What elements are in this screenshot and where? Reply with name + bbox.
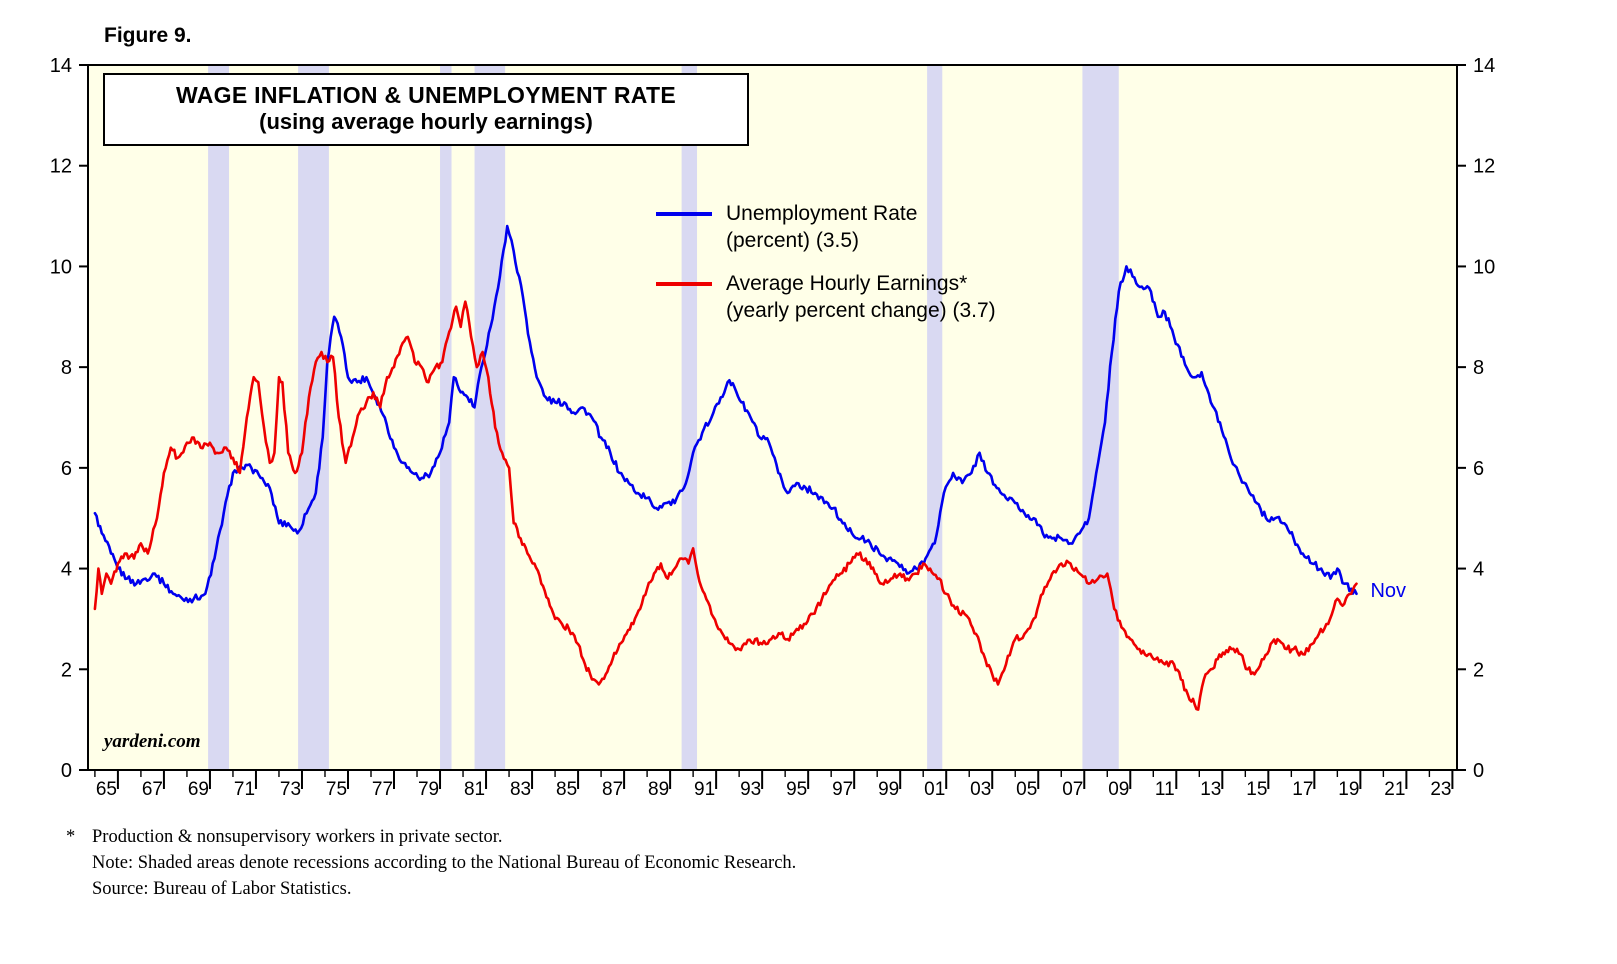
chart-title-box: WAGE INFLATION & UNEMPLOYMENT RATE (usin…	[103, 73, 749, 146]
legend-label-line1: Unemployment Rate	[726, 202, 918, 225]
series-line-0	[93, 224, 1358, 604]
x-tick-label: 69	[188, 779, 209, 800]
legend-line-earnings	[656, 282, 712, 286]
y-tick-label-left: 14	[50, 55, 72, 77]
recession-band	[474, 65, 506, 770]
x-tick-label: 93	[740, 779, 761, 800]
x-tick-label: 65	[96, 779, 117, 800]
x-tick-label: 75	[326, 779, 347, 800]
legend-label-unemployment: Unemployment Rate (percent) (3.5)	[726, 200, 917, 254]
legend-entry-earnings: Average Hourly Earnings* (yearly percent…	[656, 270, 996, 324]
legend-label-earnings: Average Hourly Earnings* (yearly percent…	[726, 270, 996, 324]
yardeni-watermark: yardeni.com	[104, 731, 201, 752]
plot-area	[88, 65, 1457, 770]
recession-band	[440, 65, 452, 770]
latest-month-annotation: Nov	[1370, 579, 1407, 602]
x-tick-label: 67	[142, 779, 163, 800]
x-tick-label: 73	[280, 779, 301, 800]
y-tick-label-left: 0	[61, 760, 72, 782]
x-tick-label: 19	[1338, 779, 1359, 800]
y-tick-label-right: 12	[1473, 156, 1495, 178]
y-tick-label-right: 4	[1473, 559, 1484, 581]
legend-line-unemployment	[656, 212, 712, 216]
y-tick-label-right: 0	[1473, 760, 1484, 782]
y-tick-label-left: 6	[61, 458, 72, 480]
y-tick-label-left: 4	[61, 559, 72, 581]
legend-entry-unemployment: Unemployment Rate (percent) (3.5)	[656, 200, 996, 254]
x-tick-label: 95	[786, 779, 807, 800]
y-tick-label-right: 8	[1473, 357, 1484, 379]
x-tick-label: 97	[832, 779, 853, 800]
footnotes: * Production & nonsupervisory workers in…	[66, 824, 796, 902]
x-tick-label: 03	[970, 779, 991, 800]
x-tick-label: 17	[1292, 779, 1313, 800]
x-tick-label: 01	[924, 779, 945, 800]
y-tick-label-right: 14	[1473, 55, 1495, 77]
legend-label-line1: Average Hourly Earnings*	[726, 272, 968, 295]
x-tick-label: 85	[556, 779, 577, 800]
x-tick-label: 77	[372, 779, 393, 800]
x-tick-label: 13	[1200, 779, 1221, 800]
chart-title: WAGE INFLATION & UNEMPLOYMENT RATE	[176, 82, 676, 108]
legend: Unemployment Rate (percent) (3.5) Averag…	[656, 200, 996, 340]
y-tick-label-left: 2	[61, 659, 72, 681]
figure-label: Figure 9.	[104, 24, 192, 47]
x-tick-label: 09	[1108, 779, 1129, 800]
y-tick-label-left: 8	[61, 357, 72, 379]
x-tick-label: 91	[694, 779, 715, 800]
x-tick-label: 99	[878, 779, 899, 800]
y-tick-label-right: 10	[1473, 256, 1495, 278]
footnote-star-mark: *	[66, 827, 76, 847]
axis-frame	[87, 64, 1458, 771]
recession-band	[1082, 65, 1119, 770]
x-tick-label: 05	[1016, 779, 1037, 800]
footnote-source: Source: Bureau of Labor Statistics.	[92, 879, 352, 899]
chart-subtitle: (using average hourly earnings)	[259, 109, 593, 134]
recession-band	[208, 65, 230, 770]
x-tick-label: 79	[418, 779, 439, 800]
x-tick-label: 83	[510, 779, 531, 800]
x-tick-label: 15	[1246, 779, 1267, 800]
legend-label-line2: (yearly percent change) (3.7)	[726, 299, 996, 322]
x-tick-label: 71	[234, 779, 255, 800]
x-tick-label: 89	[648, 779, 669, 800]
x-tick-label: 21	[1384, 779, 1405, 800]
y-tick-label-right: 6	[1473, 458, 1484, 480]
series-line-1	[93, 300, 1358, 711]
y-tick-label-left: 12	[50, 156, 72, 178]
recession-band	[681, 65, 698, 770]
x-tick-label: 11	[1155, 779, 1175, 800]
legend-label-line2: (percent) (3.5)	[726, 229, 860, 252]
x-tick-label: 81	[464, 779, 485, 800]
x-tick-label: 23	[1430, 779, 1451, 800]
recession-band	[927, 65, 943, 770]
y-tick-label-left: 10	[50, 256, 72, 278]
footnote-note: Note: Shaded areas denote recessions acc…	[92, 853, 797, 873]
footnote-star-text: Production & nonsupervisory workers in p…	[92, 827, 503, 847]
x-tick-label: 87	[602, 779, 623, 800]
footnote-star: * Production & nonsupervisory workers in…	[66, 824, 796, 850]
y-tick-label-right: 2	[1473, 659, 1484, 681]
x-tick-label: 07	[1062, 779, 1083, 800]
